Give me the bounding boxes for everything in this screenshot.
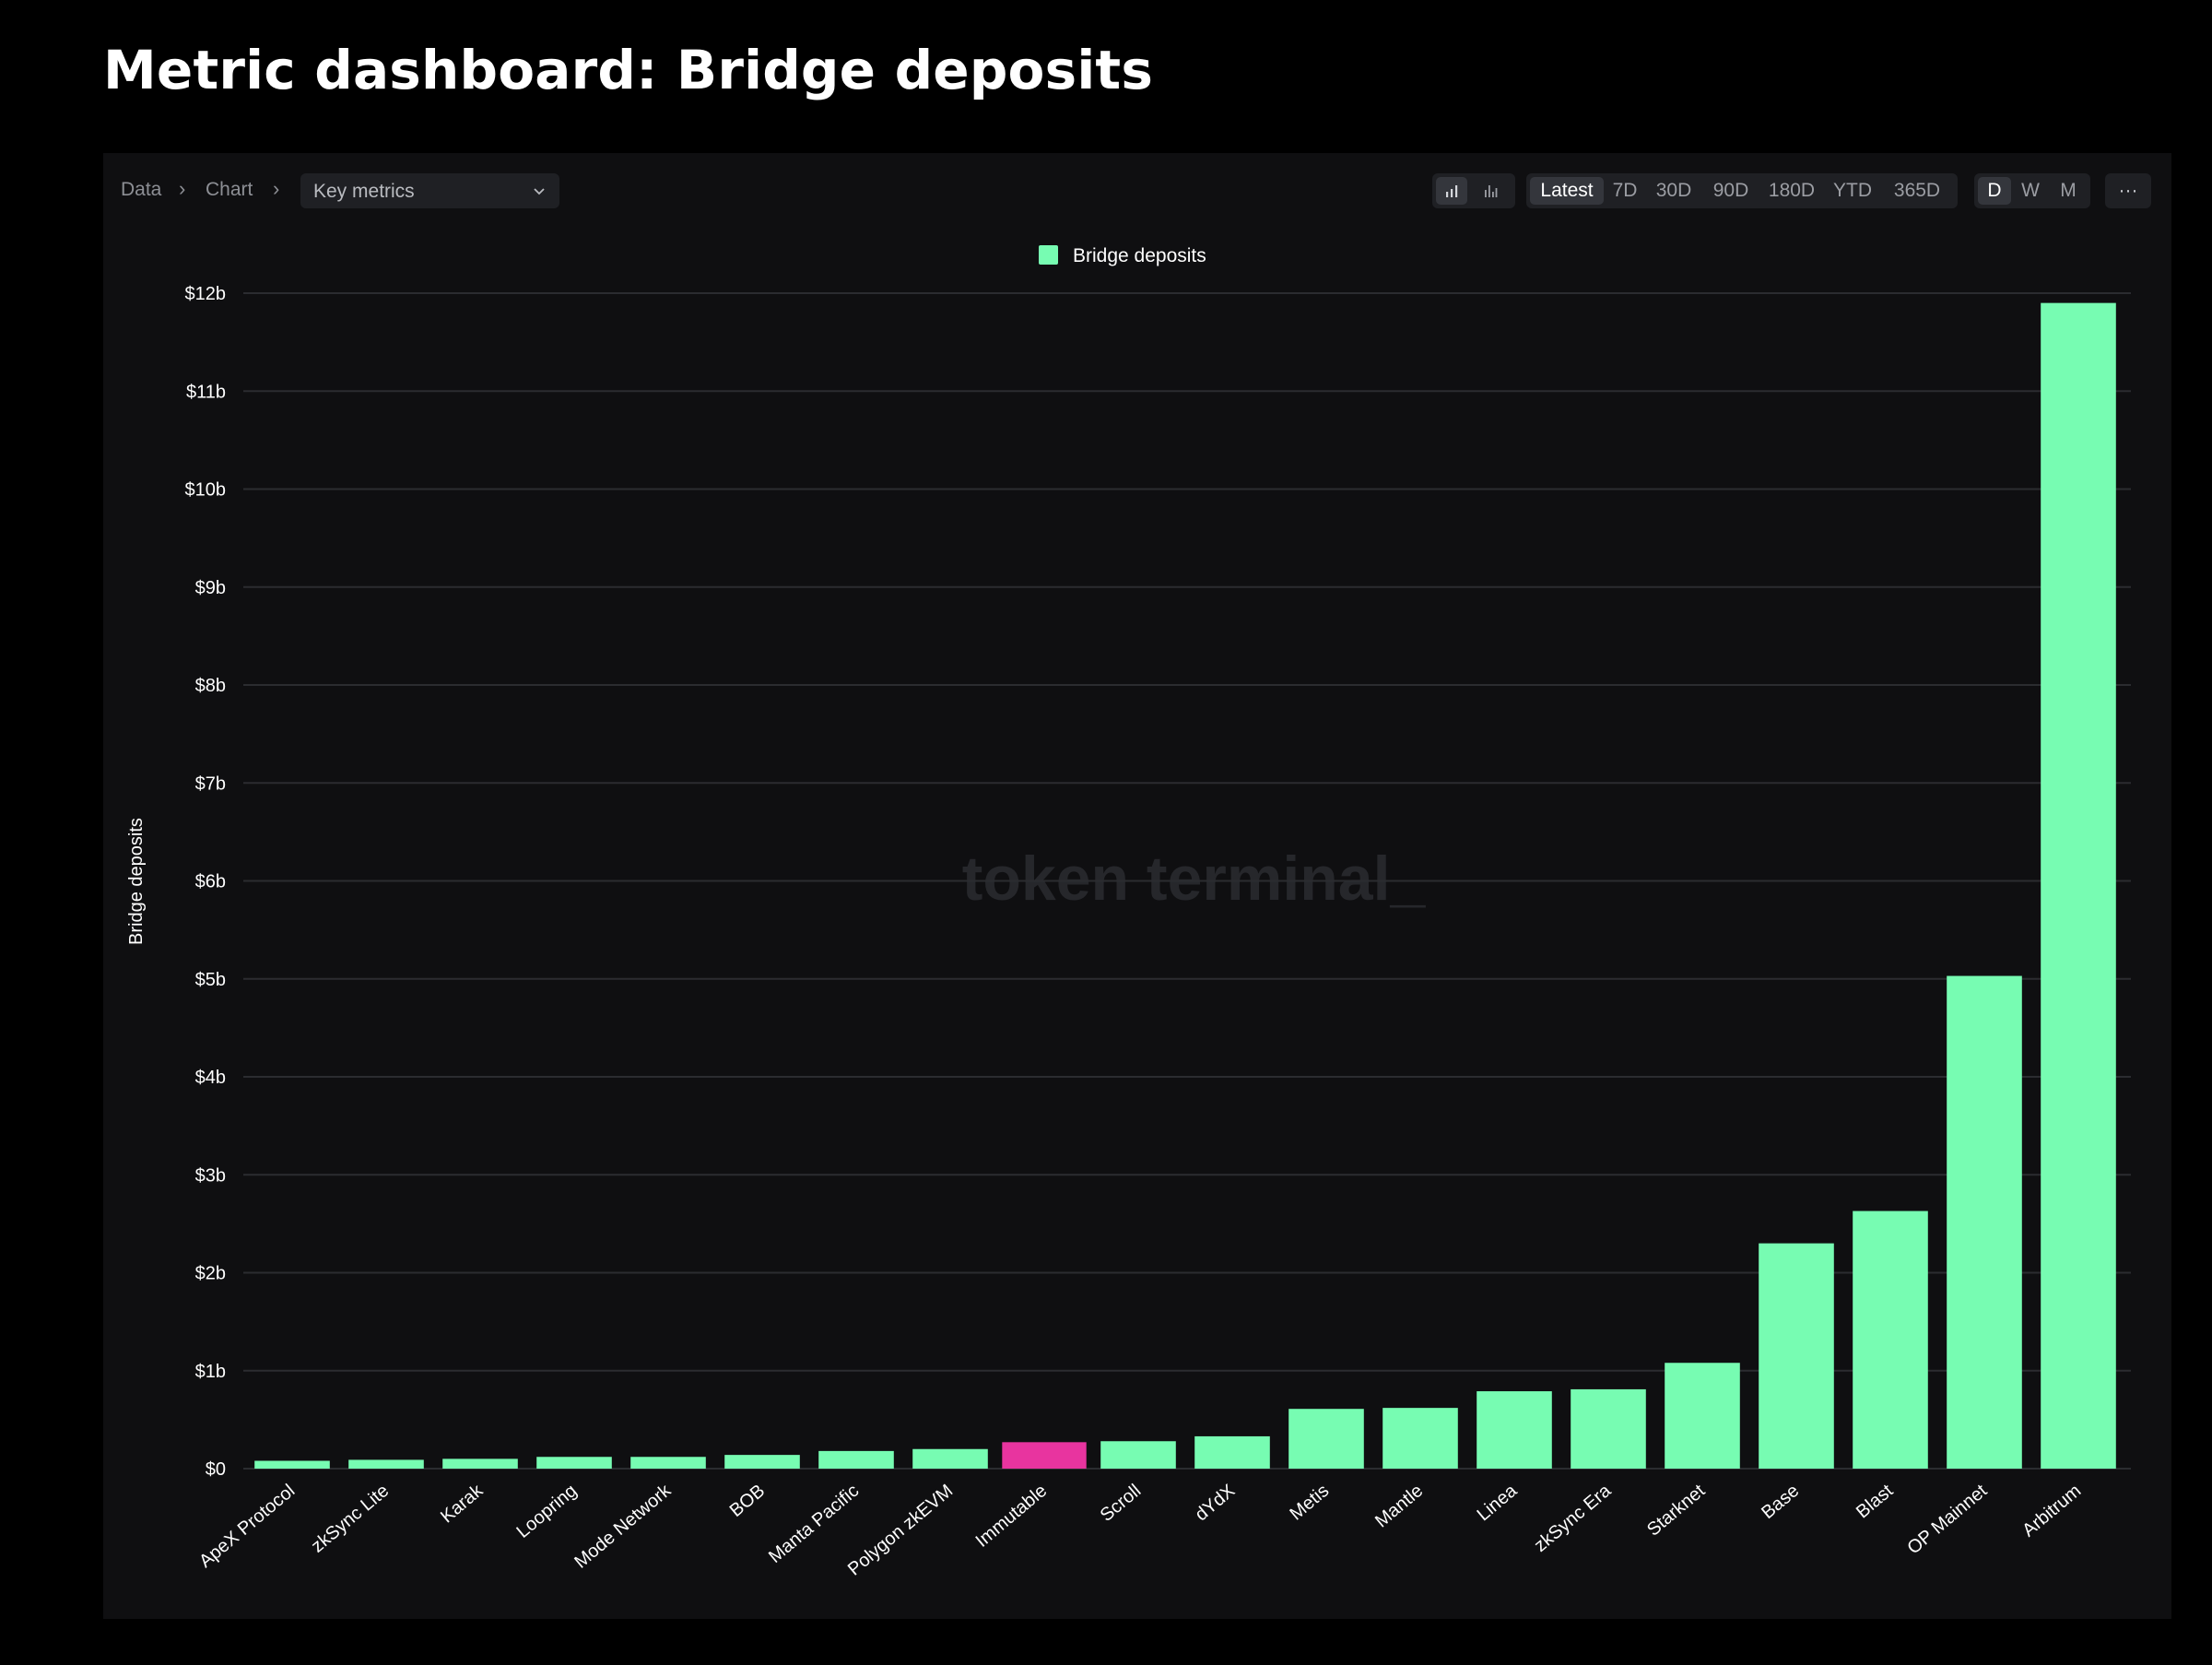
bar-chart-icon[interactable] [1436,177,1467,205]
y-axis-label: Bridge deposits [126,818,147,945]
breadcrumb-chart[interactable]: Chart [206,179,253,200]
y-tick-label: $0 [206,1459,226,1480]
range-365d[interactable]: 365D [1893,180,1941,201]
bar-polygon-zkevm[interactable] [912,1448,988,1469]
bar-manta-pacific[interactable] [818,1450,894,1469]
x-tick-label: zkSync Era [1531,1480,1616,1555]
bar-starknet[interactable] [1665,1363,1740,1469]
legend-swatch [1039,245,1058,265]
range-90d[interactable]: 90D [1712,180,1749,201]
y-tick-label: $2b [195,1264,226,1284]
x-tick-label: dYdX [1192,1481,1240,1525]
bar-base[interactable] [1759,1243,1834,1469]
column-chart-icon[interactable] [1475,177,1506,205]
bar-metis[interactable] [1288,1409,1364,1469]
metric-select[interactable]: Key metrics [300,173,559,208]
range-7d[interactable]: 7D [1612,180,1638,201]
bar-karak[interactable] [442,1458,518,1469]
bar-dydx[interactable] [1194,1435,1270,1469]
y-tick-label: $3b [195,1165,226,1186]
x-tick-label: Mode Network [571,1480,676,1572]
bar-chart: token terminal_ $0 $1b $2b $3b $4b $5b $6b $7b $… [126,245,2131,1580]
bar-arbitrum[interactable] [2041,302,2116,1469]
page-title: Metric dashboard: Bridge deposits [103,39,1154,101]
breadcrumb-separator: › [179,177,186,200]
y-tick-label: $12b [185,284,227,304]
chevron-down-icon [534,188,545,195]
y-tick-label: $1b [195,1362,226,1382]
bar-mode-network[interactable] [630,1457,706,1469]
breadcrumb-separator: › [273,177,280,200]
granularity-month[interactable]: M [2060,180,2077,201]
bar-apex-protocol[interactable] [254,1460,330,1470]
chart-type-toggle [1432,173,1515,208]
x-tick-label: Immutable [972,1481,1052,1552]
bar-mantle[interactable] [1382,1408,1458,1469]
x-tick-label: Starknet [1643,1481,1710,1541]
y-tick-label: $5b [195,970,226,990]
x-tick-label: Karak [437,1480,488,1527]
y-tick-label: $8b [195,676,226,696]
bar-op-mainnet[interactable] [1947,975,2022,1469]
chart-toolbar: Data › Chart › Key metrics [103,153,2171,227]
x-tick-label: Blast [1853,1481,1898,1523]
more-options-button[interactable]: ··· [2105,173,2151,208]
x-tick-label: Manta Pacific [765,1481,863,1567]
x-tick-label: Metis [1286,1481,1333,1525]
bar-loopring[interactable] [536,1457,612,1469]
granularity-day[interactable]: D [1978,177,2011,205]
range-30d[interactable]: 30D [1655,180,1692,201]
y-tick-label: $10b [185,480,227,501]
x-tick-label: Mantle [1371,1481,1427,1531]
chart-card: Data › Chart › Key metrics [103,153,2171,1619]
y-tick-label: $4b [195,1068,226,1088]
bar-scroll[interactable] [1100,1441,1176,1469]
y-tick-label: $9b [195,578,226,598]
metric-select-label: Key metrics [313,181,415,202]
y-tick-label: $6b [195,872,226,892]
x-tick-label: OP Mainnet [1903,1481,1991,1559]
x-tick-label: Loopring [512,1481,581,1542]
bar-zksync-lite[interactable] [348,1459,424,1469]
granularity-selector: D W M [1974,173,2090,208]
y-tick-label: $11b [186,382,226,402]
granularity-week[interactable]: W [2021,180,2040,201]
x-tick-label: Arbitrum [2018,1481,2085,1541]
breadcrumb-data[interactable]: Data [121,179,162,200]
bar-zksync-era[interactable] [1571,1388,1646,1469]
range-selector: Latest 7D 30D 90D 180D YTD 365D [1526,173,1958,208]
range-ytd[interactable]: YTD [1833,180,1872,201]
more-icon: ··· [2118,180,2138,201]
bar-linea[interactable] [1477,1391,1552,1469]
x-tick-label: zkSync Lite [308,1481,393,1557]
x-tick-label: ApeX Protocol [195,1481,299,1572]
x-tick-label: Base [1758,1481,1803,1523]
bar-blast[interactable] [1853,1210,1928,1469]
x-tick-label: Linea [1474,1480,1522,1525]
watermark: token terminal_ [962,844,1427,914]
range-latest[interactable]: Latest [1530,177,1604,205]
legend-label: Bridge deposits [1073,245,1206,266]
x-tick-label: BOB [726,1481,770,1521]
x-tick-label: Scroll [1097,1481,1145,1526]
y-tick-label: $7b [195,773,226,794]
range-180d[interactable]: 180D [1768,180,1816,201]
bar-bob[interactable] [724,1455,800,1469]
bar-immutable[interactable] [1002,1442,1087,1469]
